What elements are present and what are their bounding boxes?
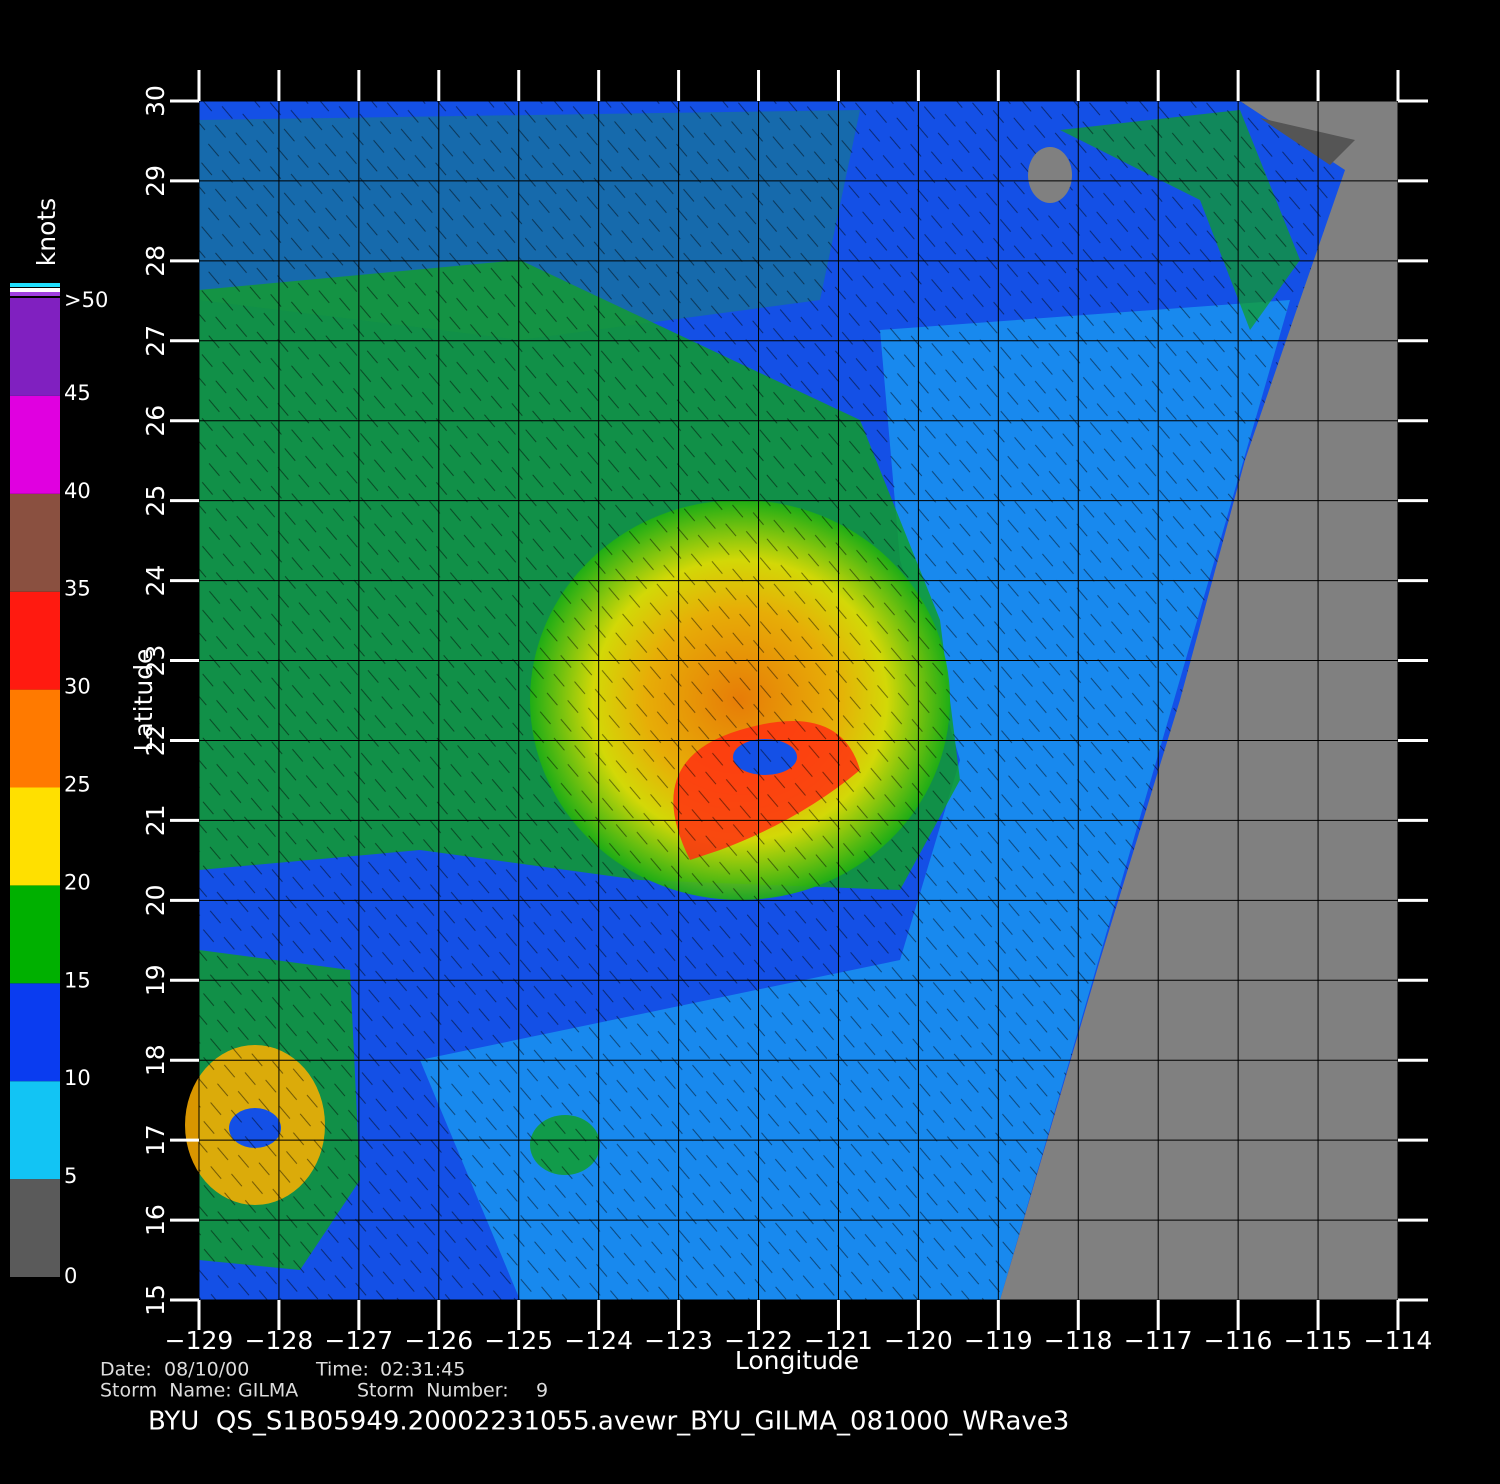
colorbar-band: [10, 787, 60, 886]
colorbar-band: [10, 885, 60, 984]
date-label: Date:: [100, 1359, 152, 1381]
colorbar-tick-label: 0: [64, 1264, 77, 1288]
y-tick-label: 16: [141, 1204, 170, 1236]
wind-field: [185, 101, 1398, 1300]
y-tick-label: 26: [141, 405, 170, 437]
x-tick-label: −118: [1044, 1326, 1113, 1355]
y-tick-label: 22: [141, 725, 170, 757]
colorbar-tick-label: 15: [64, 968, 91, 992]
colorbar-band: [10, 298, 60, 396]
time-label: Time:: [315, 1359, 369, 1381]
colorbar-band: [10, 591, 60, 690]
x-tick-label: −121: [804, 1326, 873, 1355]
x-tick-label: −127: [325, 1326, 394, 1355]
footer-title: BYU QS_S1B05949.20002231055.avewr_BYU_GI…: [148, 1407, 1069, 1437]
storm-number: 9: [536, 1380, 548, 1402]
x-tick-label: −125: [484, 1326, 553, 1355]
colorbar-tick-label: 45: [64, 381, 91, 405]
y-tick-label: 29: [141, 165, 170, 197]
x-tick-label: −120: [884, 1326, 953, 1355]
y-tick-label: 23: [141, 645, 170, 677]
x-tick-label: −122: [724, 1326, 793, 1355]
y-tick-label: 28: [141, 245, 170, 277]
colorbar-tick-label: 25: [64, 773, 91, 797]
colorbar-tick-label: 35: [64, 577, 91, 601]
y-tick-label: 17: [141, 1124, 170, 1156]
y-tick-label: 21: [141, 804, 170, 836]
colorbar-band: [10, 1081, 60, 1180]
storm-name: GILMA: [238, 1380, 298, 1402]
x-tick-label: −126: [404, 1326, 473, 1355]
y-tick-label: 30: [141, 85, 170, 117]
colorbar-band: [10, 983, 60, 1082]
colorbar-tick-label: >50: [64, 288, 108, 312]
date: 08/10/00: [164, 1359, 249, 1381]
time: 02:31:45: [380, 1359, 465, 1381]
y-tick-label: 25: [141, 485, 170, 517]
colorbar-tick-label: 40: [64, 479, 91, 503]
y-tick-label: 20: [141, 884, 170, 916]
colorbar-cap: [10, 292, 60, 296]
y-tick-label: 15: [141, 1284, 170, 1316]
colorbar-cap: [10, 288, 60, 292]
y-tick-label: 27: [141, 325, 170, 357]
y-tick-label: 24: [141, 565, 170, 597]
colorbar-tick-label: 5: [64, 1164, 77, 1188]
x-tick-label: −129: [165, 1326, 234, 1355]
x-tick-label: −117: [1124, 1326, 1193, 1355]
x-tick-label: −114: [1364, 1326, 1433, 1355]
colorbar-band: [10, 1179, 60, 1277]
y-axis-title: Latitude: [129, 649, 158, 752]
colorbar-tick-label: 30: [64, 675, 91, 699]
colorbar-cap: [10, 283, 60, 287]
y-tick-label: 18: [141, 1044, 170, 1076]
y-tick-label: 19: [141, 964, 170, 996]
grid: [198, 100, 1399, 1301]
x-axis-title: Longitude: [735, 1346, 859, 1375]
colorbar-tick-label: 20: [64, 870, 91, 894]
x-tick-label: −116: [1204, 1326, 1273, 1355]
x-tick-label: −124: [564, 1326, 633, 1355]
storm-number-label: Storm Number:: [357, 1380, 509, 1402]
storm-name-label: Storm Name:: [100, 1380, 232, 1402]
x-tick-label: −123: [644, 1326, 713, 1355]
colorbar-band: [10, 395, 60, 494]
colorbar-band: [10, 493, 60, 592]
x-tick-label: −119: [964, 1326, 1033, 1355]
colorbar-band: [10, 689, 60, 788]
colorbar-tick-label: 10: [64, 1066, 91, 1090]
x-tick-label: −128: [245, 1326, 314, 1355]
colorbar-title: knots: [32, 198, 61, 266]
x-tick-label: −115: [1284, 1326, 1353, 1355]
